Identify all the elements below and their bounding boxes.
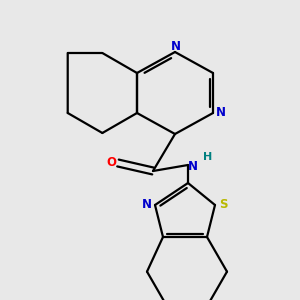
Text: S: S <box>219 199 227 212</box>
Text: N: N <box>188 160 198 173</box>
Text: N: N <box>216 106 226 119</box>
Text: N: N <box>171 40 181 53</box>
Text: H: H <box>203 152 213 162</box>
Text: N: N <box>142 199 152 212</box>
Text: O: O <box>106 157 116 169</box>
